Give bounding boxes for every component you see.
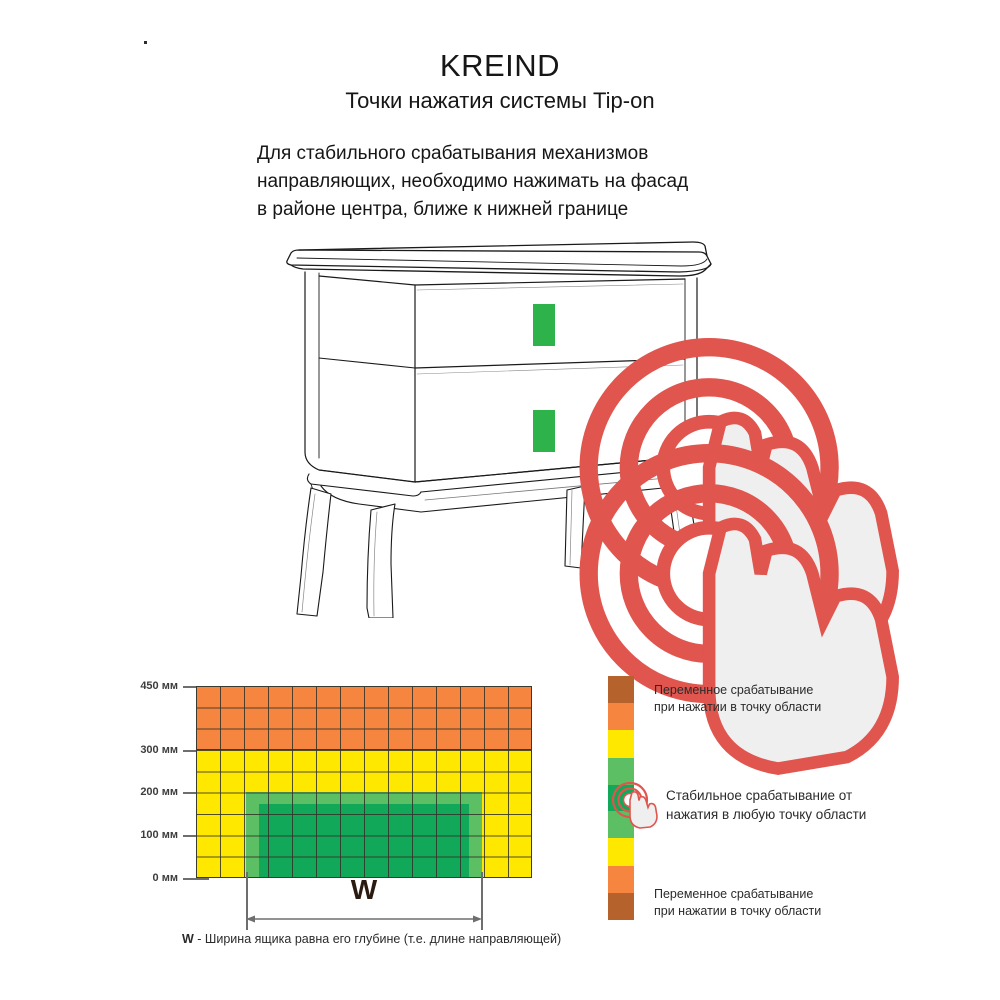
ytick-label-100: 100 мм [140, 829, 178, 841]
nightstand-illustration [275, 228, 899, 775]
width-caption: W - Ширина ящика равна его глубине (т.е.… [182, 932, 561, 946]
ytick-label-0: 0 мм [152, 872, 178, 884]
legend-band-yellow-top [608, 730, 634, 758]
legend-band-orange-top [608, 703, 634, 730]
ytick-line-0 [183, 878, 209, 880]
top-moulding-line [296, 257, 708, 267]
press-pad-upper [533, 304, 555, 346]
stray-dot-artifact [144, 41, 147, 44]
legend-entry-variable-top: Переменное срабатывание при нажатии в то… [654, 682, 821, 716]
width-caption-symbol: W [182, 932, 194, 946]
legend-entry-variable-top-line2: при нажатии в точку области [654, 700, 822, 714]
body-front-left [318, 275, 416, 483]
legend-entry-variable-bottom-line2: при нажатии в точку области [654, 904, 822, 918]
page-title: KREIND [439, 48, 561, 83]
press-point-lower-drawer [533, 410, 899, 775]
intro-line-3: в районе центра, ближе к нижней границе [257, 199, 629, 220]
intro-line-1: Для стабильного срабатывания механизмов [257, 143, 649, 164]
press-pad-lower [533, 410, 555, 452]
legend: Переменное срабатывание при нажатии в то… [608, 676, 988, 926]
intro-line-2: направляющих, необходимо нажимать на фас… [257, 171, 689, 192]
intro-paragraph: Для стабильного срабатывания механизмов … [257, 140, 777, 224]
legend-band-brown-top [608, 676, 634, 703]
page-subtitle: Точки нажатия системы Tip-on [345, 88, 655, 113]
ytick-label-450: 450 мм [140, 680, 178, 692]
legend-entry-variable-bottom: Переменное срабатывание при нажатии в то… [654, 886, 821, 920]
legend-entry-stable: Стабильное срабатывание от нажатия в люб… [666, 786, 866, 824]
width-extension-left [246, 872, 248, 930]
legend-band-orange-bottom [608, 866, 634, 893]
drawer-divider-side [318, 357, 416, 369]
legend-entry-stable-line1: Стабильное срабатывание от [666, 788, 853, 803]
ytick-label-200: 200 мм [140, 786, 178, 798]
pressure-zone-chart: 450 мм 300 мм 200 мм 100 мм 0 мм W [0, 660, 1000, 1000]
body-front-top [414, 278, 686, 286]
width-caption-text: - Ширина ящика равна его глубине (т.е. д… [193, 932, 562, 946]
top-back-edge [298, 241, 708, 257]
zone-orange [196, 686, 532, 750]
width-dimension-arrow [246, 915, 482, 923]
tap-hand-icon [611, 781, 658, 829]
plinth-left [306, 473, 422, 497]
leg-back-left [296, 487, 332, 617]
legend-entry-variable-bottom-line1: Переменное срабатывание [654, 887, 814, 901]
width-extension-right [481, 872, 483, 930]
leg-back-right-inner [569, 489, 573, 566]
top-moulding-lower [290, 263, 712, 277]
leg-front-left-inner [373, 511, 378, 617]
legend-entry-stable-line2: нажатия в любую точку области [666, 807, 867, 822]
ytick-label-300: 300 мм [140, 744, 178, 756]
tap-hand-icon [579, 443, 899, 775]
body-bottom-side [318, 469, 416, 483]
apron-left [320, 485, 422, 513]
body-bottom-front [414, 456, 686, 483]
drawer-upper-reveal [416, 283, 684, 291]
zone-green-core [259, 804, 469, 878]
press-point-upper-drawer [533, 304, 899, 669]
leg-back-left-inner [301, 493, 316, 613]
width-label: W [350, 874, 378, 905]
top-surface [286, 249, 712, 273]
legend-band-yellow-bottom [608, 838, 634, 866]
legend-band-brown-bottom [608, 893, 634, 920]
body-left-edge [304, 271, 416, 483]
leg-front-left [366, 503, 396, 618]
legend-band-green-light-top [608, 758, 634, 785]
legend-entry-variable-top-line1: Переменное срабатывание [654, 683, 814, 697]
